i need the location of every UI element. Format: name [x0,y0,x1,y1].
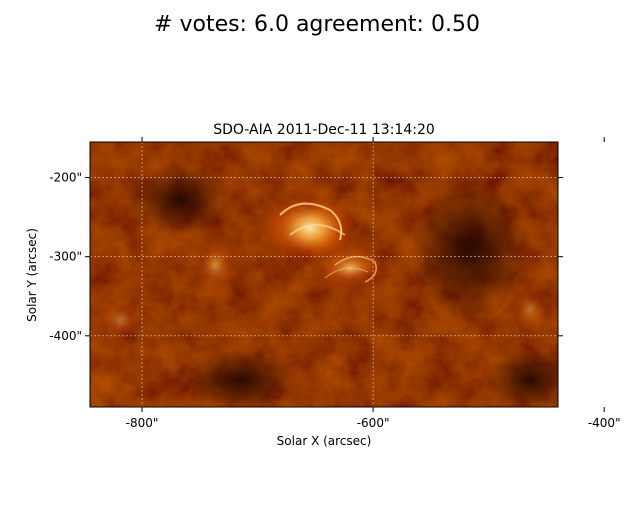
y-tick-label: -400" [49,329,82,343]
y-tick-label: -300" [49,250,82,264]
solar-image [90,142,558,407]
x-tick-label: -800" [126,416,159,430]
y-axis-label: Solar Y (arcsec) [25,228,39,322]
grid-lines [90,142,558,407]
x-axis-ticks: -800" -600" -400" [126,137,621,430]
y-axis-ticks: -200" -300" -400" [49,171,563,343]
plot-frame [89,141,559,408]
x-tick-label: -600" [357,416,390,430]
x-axis-label: Solar X (arcsec) [277,434,372,448]
y-tick-label: -200" [49,171,82,185]
plot-title: SDO-AIA 2011-Dec-11 13:14:20 [213,122,435,138]
x-tick-label: -400" [588,416,621,430]
figure-suptitle: # votes: 6.0 agreement: 0.50 [154,12,480,37]
